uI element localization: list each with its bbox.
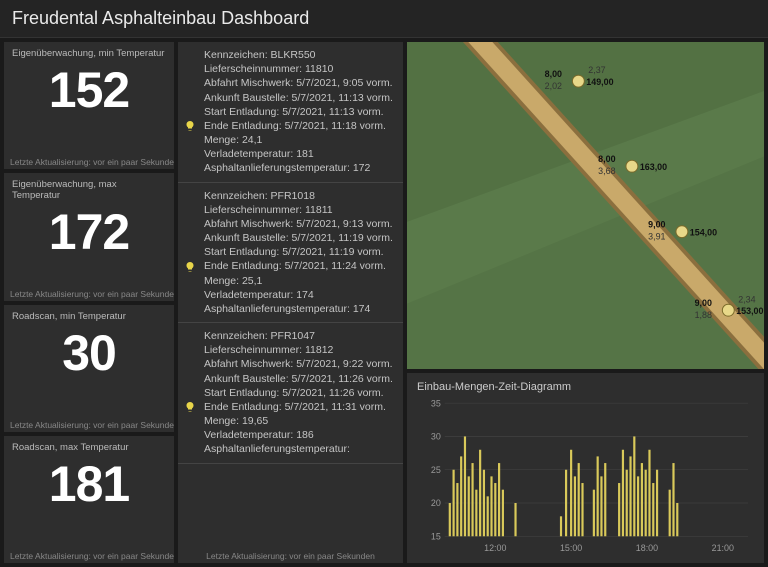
stat-value: 172 [12,207,166,257]
svg-text:20: 20 [431,498,441,508]
svg-text:163,00: 163,00 [640,162,667,172]
map-panel[interactable]: 8,00 2,02 2,37 149,00 8,00 3,68 163,00 9,00 3,91… [407,42,764,369]
list-update-footer: Letzte Aktualisierung: vor ein paar Seku… [178,551,403,561]
svg-text:15:00: 15:00 [560,543,582,553]
delivery-field: Asphaltanlieferungstemperatur: 174 [204,302,397,316]
delivery-field: Lieferscheinnummer: 11811 [204,203,397,217]
delivery-field: Asphaltanlieferungstemperatur: 172 [204,161,397,175]
delivery-field: Ende Entladung: 5/7/2021, 11:18 vorm. [204,119,397,133]
stat-label: Eigenüberwachung, min Temperatur [12,48,166,59]
stat-label: Eigenüberwachung, max Temperatur [12,179,166,201]
stat-update-footer: Letzte Aktualisierung: vor ein paar Seku… [10,289,174,299]
dashboard-title: Freudental Asphalteinbau Dashboard [0,0,768,38]
delivery-field: Ende Entladung: 5/7/2021, 11:24 vorm. [204,259,397,273]
delivery-item[interactable]: Kennzeichen: PFR1047Lieferscheinnummer: … [178,323,403,464]
svg-text:154,00: 154,00 [690,228,717,238]
delivery-field: Verladetemperatur: 186 [204,428,397,442]
delivery-field: Ende Entladung: 5/7/2021, 11:31 vorm. [204,400,397,414]
svg-text:35: 35 [431,399,441,408]
bulb-icon [184,261,196,273]
delivery-field: Menge: 24,1 [204,133,397,147]
stats-column: Eigenüberwachung, min Temperatur 152 Letzt… [4,42,174,563]
stat-update-footer: Letzte Aktualisierung: vor ein paar Seku… [10,157,174,167]
svg-text:9,00: 9,00 [648,220,665,230]
delivery-field: Ankunft Baustelle: 5/7/2021, 11:26 vorm. [204,372,397,386]
svg-text:25: 25 [431,465,441,475]
delivery-field: Start Entladung: 5/7/2021, 11:13 vorm. [204,105,397,119]
delivery-field: Abfahrt Mischwerk: 5/7/2021, 9:22 vorm. [204,357,397,371]
svg-text:30: 30 [431,431,441,441]
delivery-item[interactable]: Kennzeichen: PFR1018Lieferscheinnummer: … [178,183,403,324]
stat-value: 152 [12,65,166,115]
svg-text:2,37: 2,37 [588,65,605,75]
svg-text:2,02: 2,02 [545,81,562,91]
svg-text:21:00: 21:00 [712,543,734,553]
svg-text:8,00: 8,00 [598,154,615,164]
delivery-field: Menge: 25,1 [204,274,397,288]
stat-update-footer: Letzte Aktualisierung: vor ein paar Seku… [10,551,174,561]
delivery-field: Verladetemperatur: 174 [204,288,397,302]
svg-text:12:00: 12:00 [484,543,506,553]
svg-text:1,88: 1,88 [695,310,712,320]
delivery-field: Menge: 19,65 [204,414,397,428]
delivery-field: Kennzeichen: PFR1018 [204,189,397,203]
svg-text:18:00: 18:00 [636,543,658,553]
stat-card: Eigenüberwachung, min Temperatur 152 Letzt… [4,42,174,169]
delivery-field: Lieferscheinnummer: 11810 [204,62,397,76]
stat-card: Roadscan, min Temperatur 30 Letzte Aktuali… [4,305,174,432]
delivery-field: Ankunft Baustelle: 5/7/2021, 11:13 vorm. [204,91,397,105]
stat-value: 181 [12,459,166,509]
delivery-field: Ankunft Baustelle: 5/7/2021, 11:19 vorm. [204,231,397,245]
stat-label: Roadscan, max Temperatur [12,442,166,453]
svg-text:3,91: 3,91 [648,232,665,242]
delivery-field: Kennzeichen: BLKR550 [204,48,397,62]
delivery-field: Asphaltanlieferungstemperatur: [204,442,397,456]
delivery-field: Abfahrt Mischwerk: 5/7/2021, 9:13 vorm. [204,217,397,231]
stat-label: Roadscan, min Temperatur [12,311,166,322]
chart-panel: Einbau-Mengen-Zeit-Diagramm 15 20 25 30 35 12… [407,373,764,563]
stat-card: Eigenüberwachung, max Temperatur 172 Letzt… [4,173,174,300]
svg-text:9,00: 9,00 [695,298,712,308]
svg-text:8,00: 8,00 [545,69,562,79]
svg-text:149,00: 149,00 [586,77,613,87]
svg-text:2,34: 2,34 [738,294,755,304]
delivery-item[interactable]: Kennzeichen: BLKR550Lieferscheinnummer: … [178,42,403,183]
bulb-icon [184,401,196,413]
delivery-field: Lieferscheinnummer: 11812 [204,343,397,357]
chart-title: Einbau-Mengen-Zeit-Diagramm [417,381,754,393]
delivery-field: Kennzeichen: PFR1047 [204,329,397,343]
svg-text:15: 15 [431,531,441,541]
delivery-field: Abfahrt Mischwerk: 5/7/2021, 9:05 vorm. [204,76,397,90]
delivery-field: Start Entladung: 5/7/2021, 11:26 vorm. [204,386,397,400]
stat-card: Roadscan, max Temperatur 181 Letzte Aktual… [4,436,174,563]
svg-text:153,00: 153,00 [736,306,763,316]
delivery-field: Start Entladung: 5/7/2021, 11:19 vorm. [204,245,397,259]
bulb-icon [184,120,196,132]
delivery-field: Verladetemperatur: 181 [204,147,397,161]
stat-value: 30 [12,328,166,378]
delivery-list[interactable]: Kennzeichen: BLKR550Lieferscheinnummer: … [178,42,403,563]
svg-text:3,68: 3,68 [598,166,615,176]
stat-update-footer: Letzte Aktualisierung: vor ein paar Seku… [10,420,174,430]
